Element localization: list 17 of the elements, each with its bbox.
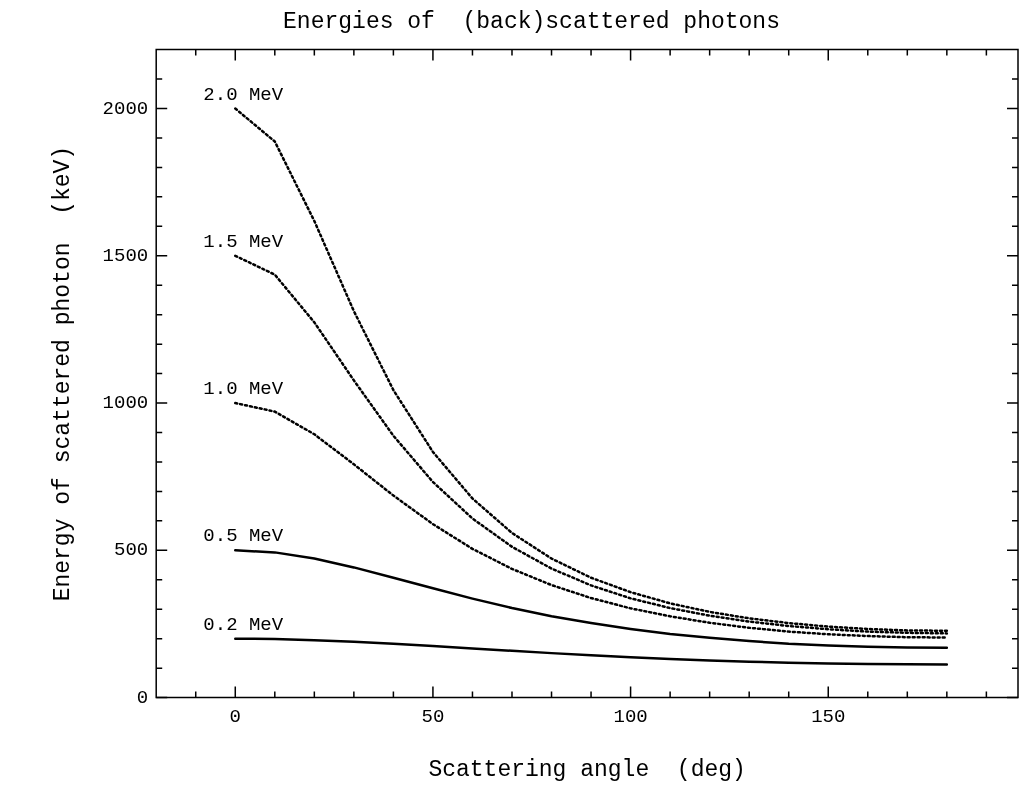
y-axis-title: Energy of scattered photon (keV): [49, 145, 76, 602]
y-tick-label: 500: [113, 539, 149, 562]
y-tick-label: 1500: [102, 244, 149, 267]
y-tick-label: 0: [136, 686, 149, 709]
y-tick-label: 1000: [102, 392, 149, 415]
y-tick-label: 2000: [102, 97, 149, 120]
series-label: 1.5 MeV: [203, 230, 284, 253]
chart-title: Energies of (back)scattered photons: [283, 8, 780, 35]
series-label: 0.5 MeV: [203, 525, 284, 548]
series-label: 0.2 MeV: [203, 613, 284, 636]
series-label: 2.0 MeV: [203, 83, 284, 106]
x-tick-label: 0: [229, 706, 241, 729]
series-label: 1.0 MeV: [203, 378, 284, 401]
x-tick-label: 150: [811, 706, 846, 729]
x-axis-title: Scattering angle (deg): [428, 757, 746, 784]
x-tick-label: 50: [421, 706, 445, 729]
x-tick-label: 100: [613, 706, 648, 729]
